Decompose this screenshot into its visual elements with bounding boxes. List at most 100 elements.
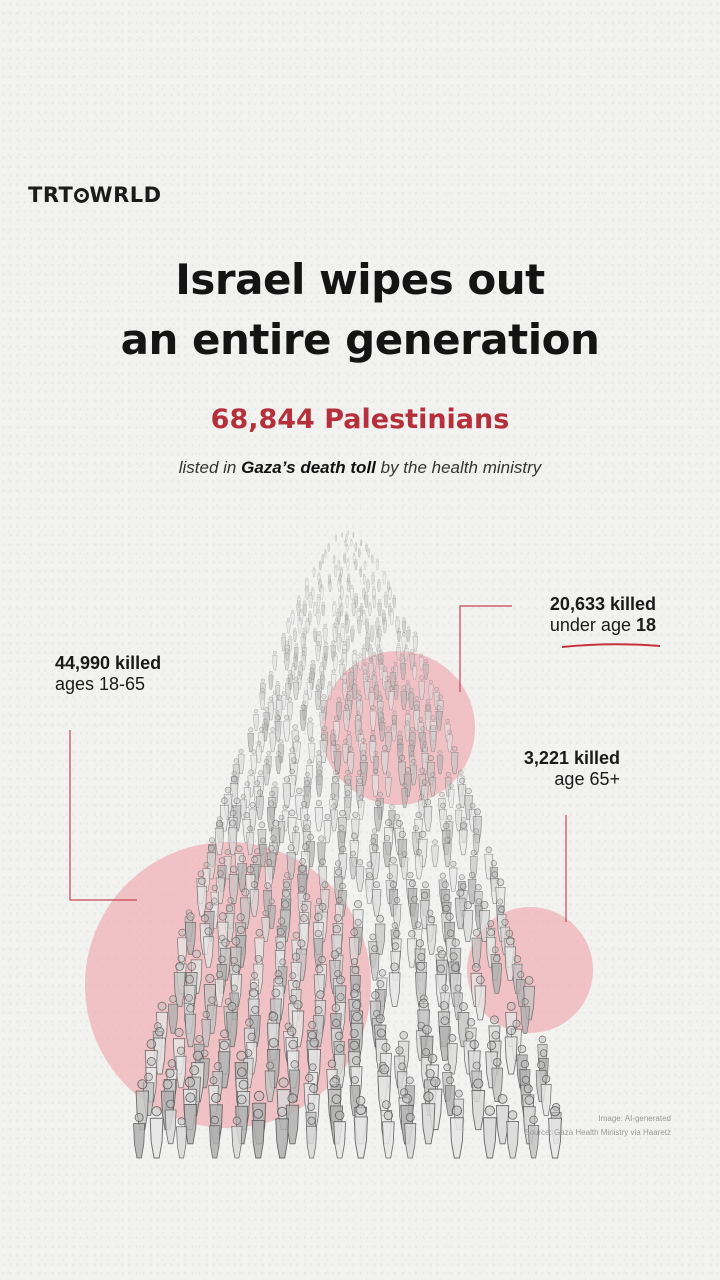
person-figure — [173, 962, 186, 1007]
person-figure — [299, 704, 307, 731]
person-figure — [196, 877, 208, 917]
person-figure — [355, 859, 365, 892]
person-figure — [149, 1106, 164, 1159]
person-figure — [175, 1046, 187, 1089]
person-figure — [370, 945, 380, 981]
person-figure — [347, 746, 355, 775]
person-figure — [341, 532, 344, 538]
person-figure — [359, 603, 364, 616]
person-figure — [313, 601, 317, 616]
person-figure — [339, 585, 344, 600]
person-figure — [308, 737, 316, 764]
person-figure — [350, 625, 355, 643]
person-figure — [332, 601, 337, 616]
person-figure — [412, 662, 417, 680]
person-figure — [336, 608, 341, 625]
person-figure — [332, 554, 336, 564]
person-figure — [307, 717, 314, 742]
person-figure — [395, 616, 400, 634]
person-figure — [336, 697, 343, 721]
person-figure — [264, 859, 274, 892]
person-figure — [506, 1110, 520, 1159]
person-figure — [423, 798, 433, 832]
person-figure — [327, 681, 333, 700]
person-figure — [203, 927, 214, 968]
person-figure — [261, 910, 270, 942]
person-figure — [228, 865, 239, 904]
person-figure — [495, 1093, 510, 1145]
person-figure — [302, 600, 307, 616]
person-figure — [371, 881, 382, 917]
person-figure — [423, 659, 429, 680]
person-figure — [371, 572, 375, 585]
person-figure — [418, 793, 426, 820]
person-figure — [249, 881, 259, 917]
source-credit: Source: Gaza Health Ministry via Haaretz — [524, 1128, 671, 1137]
person-figure — [404, 644, 409, 661]
person-figure — [388, 962, 401, 1007]
person-figure — [447, 1034, 458, 1075]
person-figure — [388, 586, 392, 600]
headline-line-2: an entire generation — [120, 315, 600, 364]
person-figure — [318, 858, 328, 892]
person-figure — [384, 771, 392, 797]
person-figure — [269, 727, 277, 753]
person-figure — [404, 1112, 417, 1159]
person-figure — [401, 617, 407, 634]
label-elderly: 3,221 killed age 65+ — [524, 748, 620, 790]
person-figure — [429, 724, 437, 753]
person-figure — [408, 687, 415, 710]
person-figure — [393, 680, 399, 700]
person-figure — [228, 819, 238, 856]
person-figure — [316, 594, 321, 608]
person-figure — [259, 687, 266, 710]
person-figure — [350, 538, 353, 547]
person-figure — [298, 914, 310, 955]
person-figure — [491, 954, 502, 994]
person-figure — [381, 745, 389, 775]
person-figure — [293, 627, 297, 643]
person-figure — [337, 577, 342, 592]
person-figure — [454, 888, 466, 930]
label-under18: 20,633 killed under age 18 — [549, 594, 656, 635]
person-figure — [377, 579, 381, 592]
person-figure — [368, 644, 373, 661]
crowd-illustration — [69, 530, 661, 1159]
person-figure — [283, 648, 290, 671]
person-figure — [248, 802, 257, 832]
person-figure — [275, 1106, 289, 1159]
person-figure — [446, 729, 453, 753]
person-figure — [406, 930, 417, 968]
person-figure — [332, 651, 338, 671]
person-figure — [396, 643, 401, 661]
person-figure — [354, 593, 359, 608]
person-figure — [305, 1116, 318, 1159]
person-figure — [282, 776, 292, 809]
person-figure — [201, 1010, 212, 1048]
person-figure — [370, 554, 374, 564]
person-figure — [332, 623, 338, 643]
person-figure — [401, 782, 409, 808]
person-figure — [369, 705, 377, 731]
person-figure — [297, 595, 301, 608]
person-figure — [346, 558, 350, 571]
person-figure — [362, 609, 366, 625]
person-figure — [339, 566, 343, 578]
person-figure — [346, 543, 349, 552]
person-figure — [293, 676, 300, 700]
person-figure — [346, 577, 351, 592]
person-figure — [333, 564, 338, 578]
person-figure — [344, 615, 350, 634]
person-figure — [357, 794, 365, 820]
person-figure — [377, 599, 382, 616]
person-figure — [377, 625, 382, 643]
person-figure — [255, 789, 264, 820]
person-figure — [344, 611, 349, 625]
trt-world-logo: TRT W RLD — [28, 183, 162, 207]
leader-lines — [69, 605, 567, 922]
person-figure — [250, 749, 258, 775]
person-figure — [414, 848, 424, 880]
person-figure — [344, 539, 347, 547]
crowd-figures — [133, 530, 562, 1159]
subtitle-emphasis: Gaza’s death toll — [241, 458, 376, 477]
